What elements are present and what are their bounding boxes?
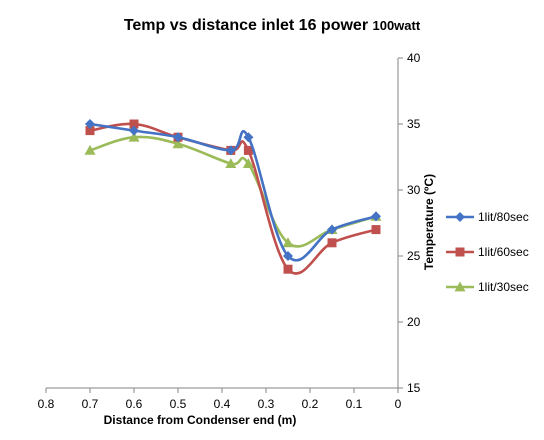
x-tick-labels: 0.8 0.7 0.6 0.5 0.4 0.3 0.2 0.1 0	[38, 397, 402, 411]
series-1lit-60sec	[85, 119, 381, 275]
x-tick-label: 0.4	[214, 397, 231, 411]
data-point	[327, 224, 337, 235]
x-tick-label: 0.2	[302, 397, 319, 411]
axes	[45, 57, 403, 393]
x-tick-label: 0.6	[126, 397, 143, 411]
y-tick-label: 40	[407, 51, 421, 65]
series-1lit-80sec	[85, 119, 381, 262]
data-point	[283, 264, 293, 274]
series-line	[89, 122, 377, 262]
legend-label: 1lit/30sec	[478, 280, 529, 294]
data-point	[128, 131, 140, 142]
legend-item: 1lit/80sec	[446, 210, 529, 224]
series-group	[84, 119, 382, 275]
legend-marker	[454, 281, 466, 292]
data-point	[129, 125, 139, 136]
chart-title-suffix: 100watt	[372, 18, 420, 33]
data-point	[225, 158, 237, 168]
legend-marker	[455, 247, 465, 257]
x-tick-label: 0.7	[82, 397, 99, 411]
y-tick-labels: 15 20 25 30 35 40	[407, 51, 421, 395]
x-tick-label: 0	[395, 397, 402, 411]
series-line	[89, 122, 377, 275]
legend: 1lit/80sec 1lit/60sec 1lit/30sec	[446, 210, 529, 294]
y-tick-label: 15	[407, 381, 421, 395]
data-point	[84, 144, 96, 155]
x-tick-label: 0.3	[258, 397, 275, 411]
data-point	[85, 126, 95, 136]
data-point	[243, 145, 253, 155]
x-tick-label: 0.5	[170, 397, 187, 411]
data-point	[172, 138, 184, 149]
legend-label: 1lit/60sec	[478, 245, 529, 259]
legend-marker	[455, 212, 465, 222]
legend-item: 1lit/60sec	[446, 245, 529, 259]
data-point	[225, 145, 236, 156]
y-tick-label: 30	[407, 183, 421, 197]
data-point	[129, 119, 139, 129]
y-axis-label: Temperature (ºC)	[422, 174, 436, 270]
x-tick-label: 0.8	[38, 397, 55, 411]
data-point	[371, 225, 381, 235]
x-tick-label: 0.1	[346, 397, 363, 411]
data-point	[282, 237, 294, 248]
data-point	[242, 158, 254, 168]
legend-item: 1lit/30sec	[446, 280, 529, 294]
legend-label: 1lit/80sec	[478, 210, 529, 224]
data-point	[85, 119, 95, 129]
chart-title-main: Temp vs distance inlet 16 power	[124, 17, 373, 34]
y-tick-label: 20	[407, 315, 421, 329]
data-point	[371, 211, 381, 222]
y-tick-label: 35	[407, 117, 421, 131]
data-point	[283, 251, 293, 261]
y-tick-label: 25	[407, 249, 421, 263]
data-point	[243, 132, 254, 143]
data-point	[173, 132, 183, 143]
data-point	[327, 238, 337, 248]
x-axis-label: Distance from Condenser end (m)	[104, 413, 297, 427]
chart-title: Temp vs distance inlet 16 power 100watt	[124, 17, 421, 34]
